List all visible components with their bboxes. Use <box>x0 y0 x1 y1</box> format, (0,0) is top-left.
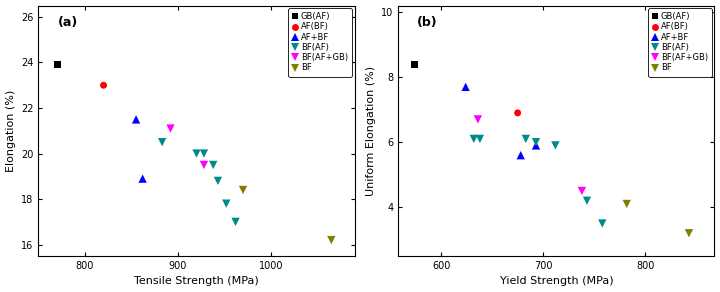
Point <box>472 117 484 122</box>
Point <box>549 143 561 148</box>
Point <box>520 137 531 141</box>
Point <box>474 137 486 141</box>
Point <box>207 163 219 167</box>
Legend: GB(AF), AF(BF), AF+BF, BF(AF), BF(AF+GB), BF: GB(AF), AF(BF), AF+BF, BF(AF), BF(AF+GB)… <box>648 8 712 77</box>
Legend: GB(AF), AF(BF), AF+BF, BF(AF), BF(AF+GB), BF: GB(AF), AF(BF), AF+BF, BF(AF), BF(AF+GB)… <box>288 8 352 77</box>
Point <box>198 163 210 167</box>
Point <box>220 201 232 206</box>
Point <box>137 176 148 181</box>
Point <box>512 111 523 115</box>
X-axis label: Tensile Strength (MPa): Tensile Strength (MPa) <box>134 277 259 286</box>
Text: (a): (a) <box>58 15 78 29</box>
Point <box>409 62 420 67</box>
Point <box>198 151 210 156</box>
Point <box>98 83 109 88</box>
Point <box>530 143 541 148</box>
Point <box>683 231 695 236</box>
X-axis label: Yield Strength (MPa): Yield Strength (MPa) <box>500 277 613 286</box>
Point <box>51 62 63 67</box>
Y-axis label: Uniform Elongation (%): Uniform Elongation (%) <box>366 66 376 196</box>
Point <box>165 126 176 131</box>
Point <box>130 117 142 122</box>
Point <box>230 220 241 224</box>
Point <box>460 85 472 89</box>
Point <box>325 238 337 242</box>
Point <box>581 198 593 203</box>
Point <box>468 137 480 141</box>
Y-axis label: Elongation (%): Elongation (%) <box>6 90 16 172</box>
Text: (b): (b) <box>418 15 438 29</box>
Point <box>597 221 608 226</box>
Point <box>621 202 632 206</box>
Point <box>530 140 541 145</box>
Point <box>576 189 588 193</box>
Point <box>156 140 168 145</box>
Point <box>515 153 526 157</box>
Point <box>212 178 224 183</box>
Point <box>238 188 249 192</box>
Point <box>191 151 202 156</box>
